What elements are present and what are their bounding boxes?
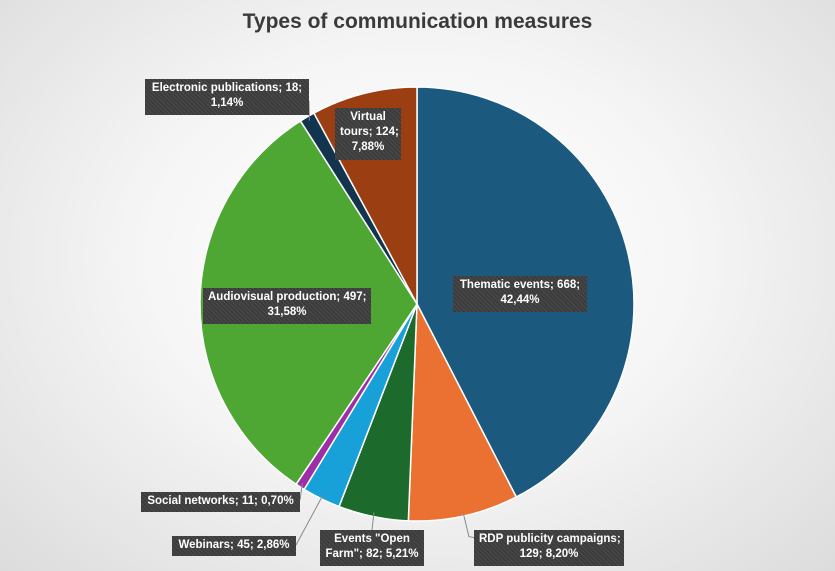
- data-label-line: 129; 8,20%: [519, 548, 579, 560]
- data-label-line: tours; 124;: [340, 126, 399, 138]
- data-label-line: 42,44%: [500, 294, 540, 306]
- data-label-line: 7,88%: [351, 141, 385, 153]
- data-label-line: Webinars; 45; 2,86%: [178, 539, 290, 551]
- data-label-line: 1,14%: [210, 97, 244, 109]
- leader-line-events-open-farm: [371, 512, 375, 531]
- data-label-line: 31,58%: [267, 306, 307, 318]
- leader-line-social-networks: [299, 483, 303, 501]
- data-label-events-open-farm: Events "Open Farm"; 82; 5,21%: [320, 530, 424, 566]
- data-label-line: Social networks; 11; 0,70%: [147, 495, 294, 507]
- data-label-line: Virtual: [350, 111, 386, 123]
- data-label-line: Electronic publications; 18;: [151, 82, 303, 94]
- data-label-line: RDP publicity campaigns;: [479, 533, 621, 545]
- data-label-line: Farm"; 82; 5,21%: [325, 548, 419, 560]
- leader-line-rdp-publicity-campaigns: [462, 511, 477, 539]
- data-label-thematic-events: Thematic events; 668; 42,44%: [453, 276, 587, 312]
- data-label-line: Events "Open: [334, 533, 410, 545]
- chart-title: Types of communication measures: [242, 10, 593, 33]
- data-label-virtual-tours: Virtual tours; 124; 7,88%: [335, 108, 401, 160]
- data-label-webinars: Webinars; 45; 2,86%: [172, 536, 296, 556]
- data-label-line: Thematic events; 668;: [459, 279, 581, 291]
- data-label-audiovisual-production: Audiovisual production; 497; 31,58%: [203, 288, 371, 324]
- data-label-line: Audiovisual production; 497;: [208, 291, 367, 303]
- data-label-electronic-publications: Electronic publications; 18; 1,14%: [145, 79, 309, 115]
- data-label-social-networks: Social networks; 11; 0,70%: [141, 492, 300, 512]
- data-label-rdp-publicity-campaigns: RDP publicity campaigns; 129; 8,20%: [474, 530, 624, 566]
- leader-line-webinars: [295, 494, 324, 546]
